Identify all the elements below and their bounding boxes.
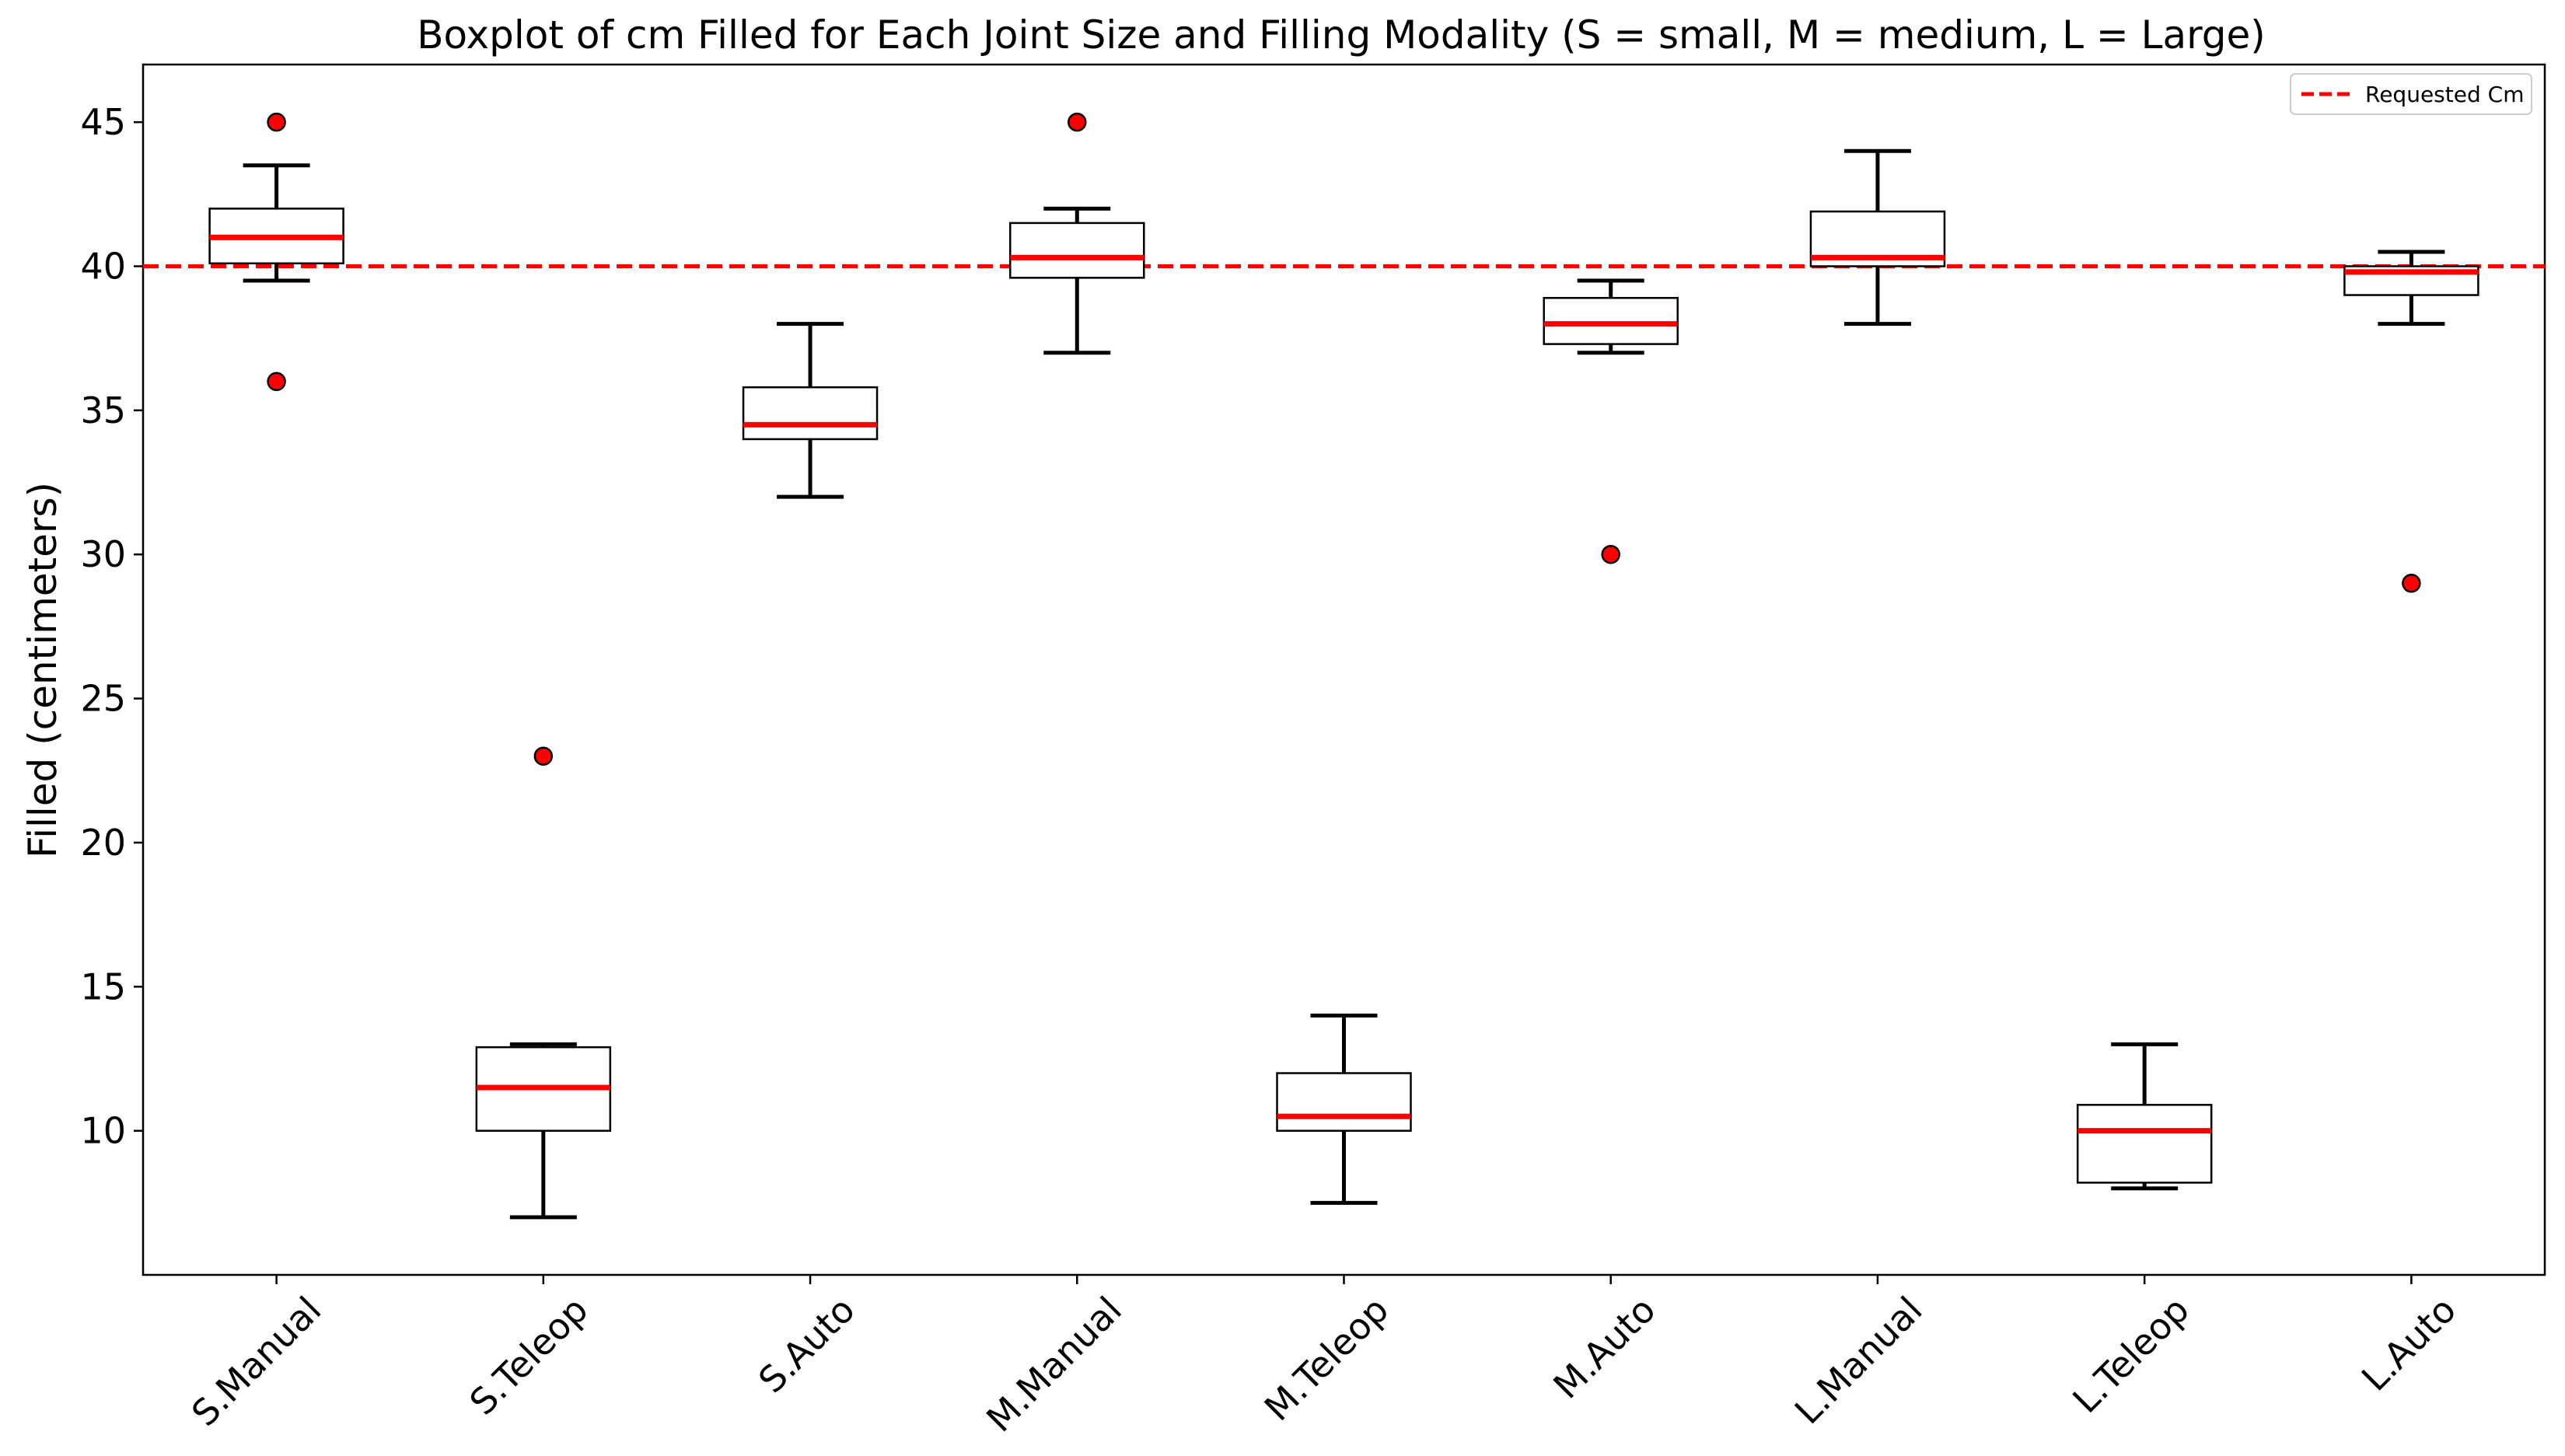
y-tick-label: 20 <box>80 822 126 864</box>
outlier-point <box>267 112 286 132</box>
y-tick-label: 30 <box>80 533 126 575</box>
y-tick-label: 25 <box>80 678 126 720</box>
y-tick-label: 10 <box>80 1110 126 1152</box>
legend-label: Requested Cm <box>2365 82 2524 107</box>
box-iqr <box>1009 222 1145 279</box>
outlier-point <box>1601 544 1620 564</box>
legend-box <box>2290 73 2532 115</box>
box-iqr <box>1276 1072 1412 1132</box>
y-axis-label: Filled (centimeters) <box>20 482 65 858</box>
y-tick-label: 15 <box>80 965 126 1007</box>
outlier-point <box>267 372 286 392</box>
chart-title: Boxplot of cm Filled for Each Joint Size… <box>417 12 2266 58</box>
outlier-point <box>533 746 554 766</box>
box-iqr <box>742 386 879 441</box>
box-iqr <box>2076 1104 2213 1184</box>
y-tick-label: 45 <box>80 101 126 143</box>
y-tick-label: 40 <box>80 246 126 288</box>
outlier-point <box>2402 574 2421 593</box>
box-iqr <box>1543 297 1679 345</box>
outlier-point <box>1068 112 1087 132</box>
y-tick-label: 35 <box>80 389 126 431</box>
